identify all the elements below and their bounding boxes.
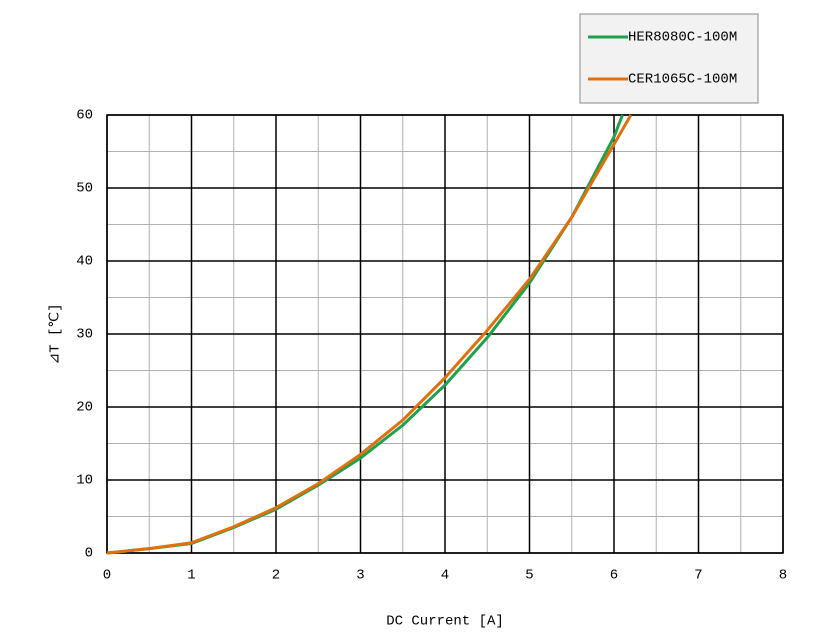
x-axis-label: DC Current [A] (386, 614, 504, 630)
y-tick-label: 60 (76, 108, 93, 124)
x-tick-label: 1 (187, 568, 195, 584)
x-tick-label: 8 (779, 568, 787, 584)
x-tick-label: 0 (103, 568, 111, 584)
x-tick-label: 4 (441, 568, 449, 584)
y-tick-label: 50 (76, 181, 93, 197)
y-tick-label: 0 (85, 546, 93, 562)
x-tick-label: 2 (272, 568, 280, 584)
y-tick-label: 10 (76, 473, 93, 489)
y-tick-label: 20 (76, 400, 93, 416)
legend-box (579, 13, 759, 104)
legend-label: HER8080C-100M (628, 30, 737, 46)
legend-label: CER1065C-100M (628, 72, 737, 88)
y-axis-label: ⊿T [℃] (48, 303, 64, 364)
x-tick-label: 7 (694, 568, 702, 584)
x-tick-label: 3 (356, 568, 364, 584)
series-line (106, 114, 633, 555)
x-tick-label: 5 (525, 568, 533, 584)
y-tick-label: 30 (76, 327, 93, 343)
y-tick-label: 40 (76, 254, 93, 270)
plot-frame (106, 114, 784, 554)
x-tick-label: 6 (610, 568, 618, 584)
